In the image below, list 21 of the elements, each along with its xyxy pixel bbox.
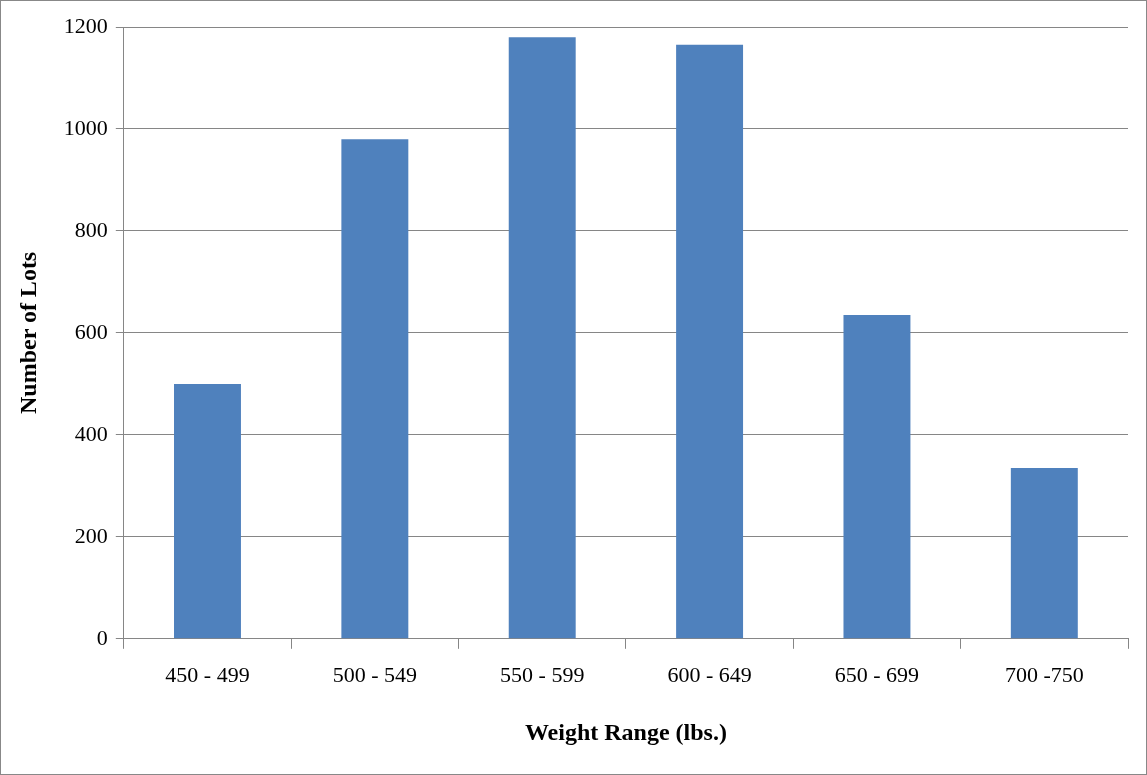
- x-tick-label: 450 - 499: [165, 661, 250, 687]
- bar: [1010, 468, 1078, 639]
- y-tick-label: 200: [74, 522, 108, 548]
- y-tick-label: 800: [74, 216, 108, 242]
- x-tick-label: 650 - 699: [834, 661, 920, 687]
- y-tick-label: 1200: [63, 12, 108, 38]
- x-tick-label: 550 - 599: [500, 661, 585, 687]
- y-tick-label: 600: [74, 318, 108, 344]
- bar: [341, 139, 409, 639]
- y-tick-label: 400: [74, 420, 108, 446]
- y-tick-label: 0: [96, 624, 108, 650]
- y-tick-label: 1000: [63, 114, 108, 140]
- x-tick-label: 600 - 649: [667, 661, 752, 687]
- bar: [843, 315, 911, 639]
- bar: [174, 383, 241, 639]
- bar: [508, 37, 576, 639]
- x-tick-label: 500 - 549: [332, 661, 418, 687]
- y-axis-title: Number of Lots: [14, 251, 41, 415]
- bar: [676, 44, 744, 639]
- x-axis-title: Weight Range (lbs.): [524, 718, 727, 745]
- x-tick-label: 700 -750: [1004, 661, 1084, 687]
